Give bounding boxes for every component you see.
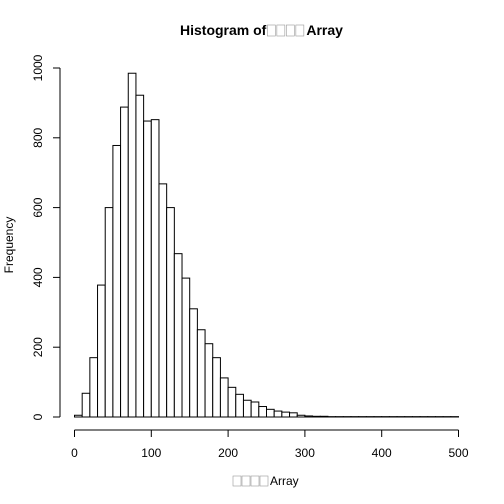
histogram-bar [312, 415, 321, 418]
missing-glyph-box [232, 475, 242, 487]
y-axis-label: Frequency [2, 217, 16, 274]
histogram-bar [173, 253, 183, 418]
histogram-bar [189, 308, 198, 418]
histogram-bar [319, 415, 329, 418]
histogram-bar [81, 392, 91, 418]
x-axis: 0 100 200 300 400 500 [71, 429, 469, 460]
x-axis-label: Array [232, 474, 299, 488]
y-axis: 0 200 400 600 800 1000 [31, 54, 61, 420]
histogram-bar [89, 357, 99, 418]
histogram-bar [281, 411, 291, 418]
histogram-bar [196, 329, 206, 418]
x-tick-label: 0 [71, 446, 78, 460]
missing-glyph-box [241, 475, 251, 487]
histogram-bar [120, 106, 129, 418]
histogram-bar [204, 343, 214, 418]
histogram-bar [181, 277, 191, 418]
histogram-bar [97, 284, 106, 418]
chart-title-suffix: Array [306, 22, 343, 38]
y-tick-label: 200 [31, 337, 45, 357]
x-tick-label: 400 [372, 446, 392, 460]
histogram-bar [74, 414, 83, 418]
missing-glyph-box [259, 475, 269, 487]
histogram-bar [150, 119, 160, 418]
y-tick-label: 400 [31, 267, 45, 287]
histogram-bar [158, 183, 168, 418]
histogram-bar [273, 410, 283, 418]
x-tick-label: 200 [218, 446, 238, 460]
histogram-bar [166, 207, 175, 418]
histogram-bar [227, 386, 237, 418]
x-tick-label: 300 [295, 446, 315, 460]
histogram-bar [112, 144, 122, 418]
histogram-bar [289, 412, 298, 418]
histogram-bar [266, 408, 275, 418]
x-axis-label-suffix: Array [270, 474, 299, 488]
missing-glyph-box [286, 24, 295, 37]
missing-glyph-box [250, 475, 260, 487]
y-tick-label: 0 [31, 413, 45, 420]
bars [74, 72, 460, 418]
histogram-bar [104, 207, 114, 418]
missing-glyph-box [276, 24, 286, 37]
chart-title-prefix: Histogram of [180, 22, 267, 38]
y-tick-label: 800 [31, 127, 45, 147]
histogram-bar [127, 72, 137, 418]
histogram-bar [242, 399, 252, 418]
histogram-bar [143, 120, 152, 418]
histogram-bar [235, 393, 244, 418]
x-tick-label: 500 [448, 446, 468, 460]
chart-title: Histogram of Array [180, 22, 343, 38]
missing-glyph-box [267, 24, 276, 37]
histogram-bar [250, 401, 260, 418]
histogram-bar [296, 414, 306, 418]
missing-glyph-box [295, 24, 305, 37]
histogram-bar [304, 415, 314, 418]
histogram-bar [258, 406, 268, 418]
x-tick-label: 100 [141, 446, 161, 460]
histogram-bar [219, 377, 229, 418]
y-tick-label: 1000 [31, 54, 45, 81]
histogram-bar [212, 357, 221, 418]
histogram-bar [135, 94, 145, 418]
y-tick-label: 600 [31, 197, 45, 217]
